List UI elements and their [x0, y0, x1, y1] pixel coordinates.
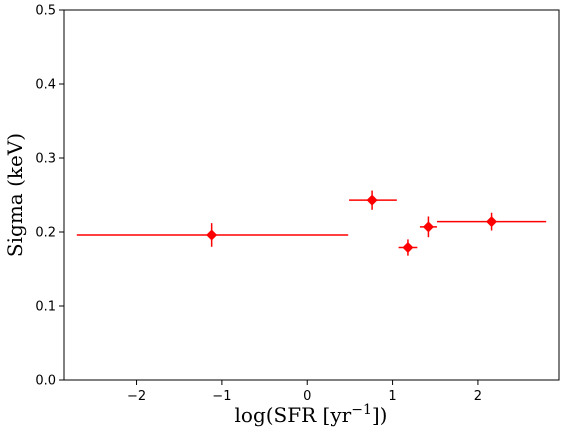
y-tick-label: 0.3	[35, 152, 56, 167]
data-point-marker	[366, 194, 378, 206]
data-point-group	[419, 216, 437, 238]
data-point-group	[436, 212, 547, 231]
x-tick-label: 1	[388, 389, 396, 404]
y-axis-label: Sigma (keV)	[3, 133, 27, 257]
data-point-marker	[206, 229, 218, 241]
y-tick-label: 0.2	[35, 226, 56, 241]
x-axis-label: log(SFR [yr−1])	[235, 402, 388, 427]
data-point-group	[398, 239, 418, 256]
data-point-marker	[402, 242, 414, 254]
x-axis: −2 −1 0 1 2	[127, 380, 482, 404]
plot-area	[63, 9, 560, 381]
data-point-marker	[486, 216, 498, 228]
x-tick-label: 0	[303, 389, 311, 404]
data-point-group	[349, 190, 397, 210]
y-tick-label: 0.5	[35, 4, 56, 19]
x-tick-label: −1	[212, 389, 231, 404]
y-tick-label: 0.0	[35, 374, 56, 389]
data-point-marker	[422, 221, 434, 233]
data-point-group	[76, 223, 349, 247]
data-series	[76, 190, 547, 256]
y-axis: 0.0 0.1 0.2 0.3 0.4 0.5	[35, 4, 64, 389]
x-tick-label: −2	[127, 389, 146, 404]
y-tick-label: 0.4	[35, 78, 56, 93]
x-tick-label: 2	[474, 389, 482, 404]
y-tick-label: 0.1	[35, 300, 56, 315]
